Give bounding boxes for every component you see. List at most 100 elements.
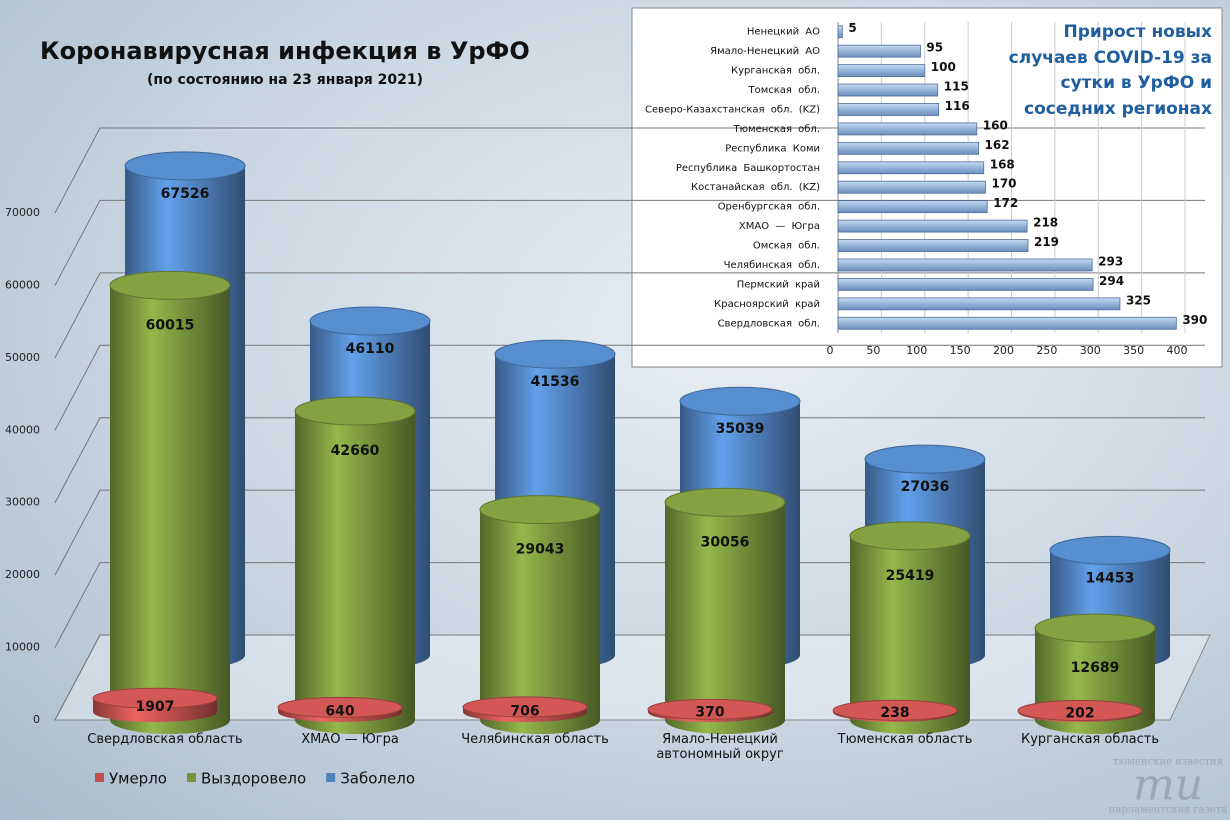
bar	[837, 64, 926, 77]
x-tick-label: 100	[906, 344, 927, 357]
bar	[837, 239, 1029, 252]
bar	[837, 297, 1121, 311]
y-tick-label: Ненецкий АО	[747, 27, 820, 38]
value-label: 172	[993, 196, 1018, 210]
value-label: 218	[1033, 216, 1058, 230]
cylinder-top	[294, 396, 416, 426]
y-tick-label: Республика Башкортостан	[676, 163, 820, 174]
value-label: 46110	[346, 341, 395, 357]
value-label: 41536	[531, 374, 580, 390]
legend-swatch	[95, 773, 104, 782]
y-tick-label: Республика Коми	[725, 143, 820, 154]
y-tick-label: Пермский край	[737, 279, 820, 290]
x-tick-label: 200	[993, 344, 1014, 357]
cylinder	[849, 521, 971, 734]
x-tick-label: 300	[1080, 344, 1101, 357]
value-label: 5	[848, 21, 856, 35]
bar	[837, 141, 979, 155]
cylinder-top	[864, 444, 986, 474]
grid-line	[54, 127, 1205, 214]
y-tick-label: 40000	[5, 423, 40, 436]
inset-title: Прирост новых случаев COVID-19 за сутки …	[1008, 22, 1212, 119]
cylinder-top	[1034, 613, 1156, 643]
value-label: 202	[1065, 705, 1094, 721]
bar	[837, 219, 1028, 233]
value-label: 35039	[716, 421, 765, 437]
cylinder-top	[849, 521, 971, 551]
bar	[837, 122, 978, 136]
value-label: 170	[991, 177, 1016, 191]
cylinder-body	[665, 502, 785, 734]
value-label: 12689	[1071, 660, 1120, 676]
value-label: 116	[945, 99, 970, 113]
bar	[837, 278, 1094, 291]
cylinder-top	[92, 687, 218, 709]
x-tick-label: Свердловская область	[87, 732, 243, 747]
value-label: 30056	[701, 534, 750, 550]
value-label: 238	[880, 705, 909, 721]
bar	[837, 25, 843, 39]
value-label: 706	[510, 703, 539, 719]
y-tick-label: Оренбургская обл.	[718, 202, 820, 213]
y-tick-label: 20000	[5, 568, 40, 581]
value-label: 294	[1099, 274, 1124, 288]
cylinder-top	[462, 696, 588, 718]
bar	[837, 44, 921, 58]
y-tick-label: 0	[33, 713, 40, 726]
cylinder	[109, 270, 231, 734]
x-tick-label: Тюменская область	[837, 732, 973, 747]
value-label: 115	[944, 80, 969, 94]
value-label: 60015	[146, 317, 195, 333]
y-tick-label: Северо-Казахстанская обл. (KZ)	[645, 104, 820, 115]
cylinder	[92, 687, 218, 722]
cylinder-top	[1017, 700, 1143, 722]
cylinder	[832, 699, 958, 722]
grid-line	[54, 634, 1205, 721]
grid-line	[54, 417, 1205, 503]
cylinder-top	[679, 386, 801, 416]
grid-line	[54, 272, 1205, 359]
value-label: 160	[983, 118, 1008, 132]
cylinder-top	[1049, 535, 1171, 565]
y-tick-label: Тюменская обл.	[733, 124, 820, 135]
bar	[837, 180, 986, 194]
x-tick-label: 0	[827, 344, 834, 357]
cylinder-body	[480, 509, 600, 734]
y-tick-label: Красноярский край	[714, 299, 820, 310]
value-label: 168	[990, 157, 1015, 171]
bar	[837, 83, 939, 97]
y-tick-label: Свердловская обл.	[718, 318, 820, 329]
y-tick-label: 70000	[5, 206, 40, 219]
value-label: 162	[985, 138, 1010, 152]
value-label: 14453	[1086, 570, 1135, 586]
bar	[837, 258, 1093, 272]
cylinder-body	[295, 411, 415, 734]
bar	[837, 103, 940, 116]
y-tick-label: 60000	[5, 278, 40, 291]
value-label: 325	[1126, 293, 1151, 307]
x-tick-label: Ямало-Ненецкий автономный округ	[656, 732, 784, 762]
logo-top: тюменские известия	[1113, 757, 1223, 768]
y-tick-label: Омская обл.	[753, 241, 820, 252]
x-tick-label: 400	[1167, 344, 1188, 357]
value-label: 293	[1098, 254, 1123, 268]
value-label: 29043	[516, 542, 565, 558]
cylinder-top	[494, 339, 616, 369]
x-tick-label: Челябинская область	[461, 732, 609, 747]
logo-bottom: парламентская газета	[1109, 805, 1228, 816]
cylinder-body	[850, 535, 970, 734]
legend-label: Заболело	[340, 770, 415, 788]
grid-line	[54, 199, 1205, 286]
cylinder-body	[110, 285, 230, 734]
value-label: 100	[931, 60, 956, 74]
value-label: 27036	[901, 479, 950, 495]
x-tick-label: ХМАО — Югра	[301, 732, 399, 747]
legend-swatch	[186, 773, 196, 782]
y-tick-label: 50000	[5, 351, 40, 364]
x-tick-label: Курганская область	[1020, 732, 1160, 747]
y-tick-label: Костанайская обл. (KZ)	[691, 182, 820, 193]
cylinder-top	[479, 495, 601, 525]
legend-label: Выздоровело	[201, 770, 306, 788]
